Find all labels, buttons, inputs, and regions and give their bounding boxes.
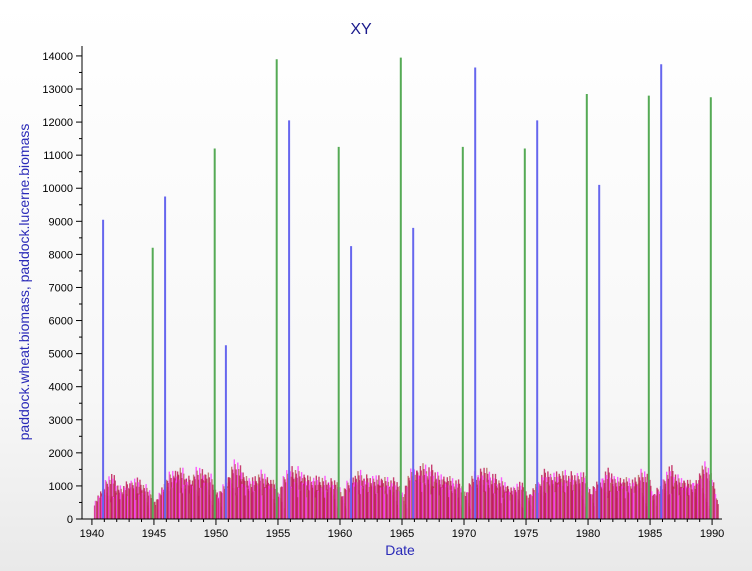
y-axis-label: paddock.wheat.biomass, paddock.lucerne.b… bbox=[16, 124, 32, 441]
x-tick-label: 1960 bbox=[328, 528, 352, 540]
y-tick-label: 8000 bbox=[49, 249, 73, 261]
y-tick-label: 1000 bbox=[49, 481, 73, 493]
y-tick-label: 10000 bbox=[42, 183, 73, 195]
y-tick-label: 12000 bbox=[42, 117, 73, 129]
y-axis: 0 1000 2000 3000 4000 5000 6000 7000 8000 9000 100… bbox=[42, 46, 83, 526]
x-tick-label: 1965 bbox=[390, 528, 414, 540]
y-tick-label: 9000 bbox=[49, 216, 73, 228]
y-tick-label: 4000 bbox=[49, 382, 73, 394]
y-tick-label: 5000 bbox=[49, 349, 73, 361]
y-tick-label: 6000 bbox=[49, 316, 73, 328]
y-tick-label: 14000 bbox=[42, 51, 73, 63]
x-tick-label: 1955 bbox=[266, 528, 290, 540]
plot-area bbox=[93, 57, 719, 519]
x-tick-label: 1980 bbox=[576, 528, 600, 540]
x-tick-label: 1970 bbox=[452, 528, 476, 540]
y-tick-label: 0 bbox=[67, 514, 73, 526]
x-axis-label: Date bbox=[385, 542, 415, 558]
y-tick-label: 11000 bbox=[43, 150, 73, 162]
x-tick-label: 1945 bbox=[142, 528, 166, 540]
x-tick-label: 1950 bbox=[204, 528, 228, 540]
x-axis: 1940 1945 1950 1955 1960 1965 1970 1975 1980 1985… bbox=[80, 518, 724, 540]
x-tick-label: 1975 bbox=[514, 528, 538, 540]
y-tick-label: 7000 bbox=[49, 282, 73, 294]
chart-title: XY bbox=[350, 21, 372, 38]
y-tick-label: 13000 bbox=[42, 84, 73, 96]
x-tick-label: 1940 bbox=[80, 528, 104, 540]
y-tick-label: 3000 bbox=[49, 415, 73, 427]
y-tick-label: 2000 bbox=[49, 448, 73, 460]
x-tick-label: 1985 bbox=[638, 528, 662, 540]
x-tick-label: 1990 bbox=[700, 528, 724, 540]
